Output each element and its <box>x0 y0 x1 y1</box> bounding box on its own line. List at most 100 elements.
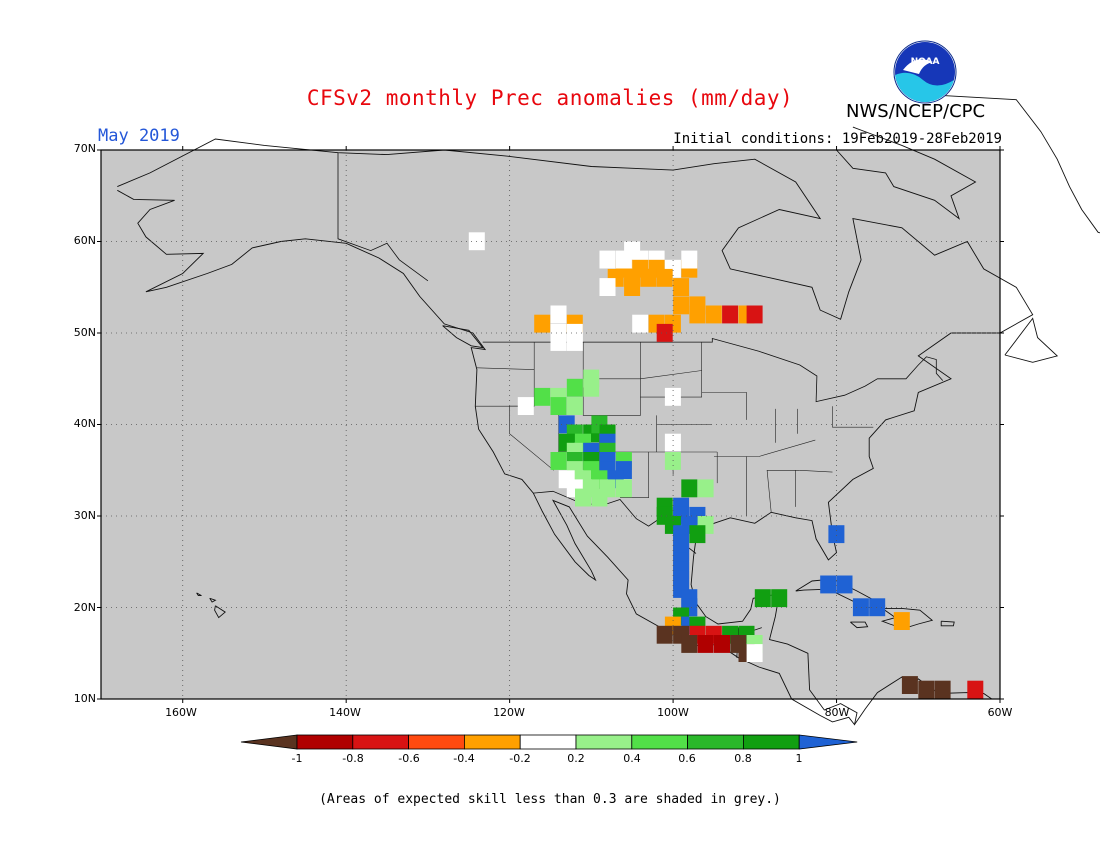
colorbar-label: -0.8 <box>342 752 364 765</box>
anomaly-cell <box>624 241 641 260</box>
anomaly-cell <box>640 268 657 287</box>
coastline-greenland <box>893 76 1100 234</box>
anomaly-cell <box>697 635 714 653</box>
anomaly-cell <box>599 250 616 269</box>
anomaly-cell <box>599 278 616 296</box>
anomaly-cell <box>681 250 698 269</box>
anomaly-cell <box>681 635 698 653</box>
anomaly-cell <box>746 305 763 324</box>
anomaly-cell <box>566 397 583 415</box>
state-boundary <box>766 470 800 513</box>
skill-footnote: (Areas of expected skill less than 0.3 a… <box>319 792 781 807</box>
anomaly-cell <box>681 479 698 498</box>
agency-label: NWS/NCEP/CPC <box>846 101 986 122</box>
coastline-north-america <box>117 138 1034 726</box>
map-background <box>101 150 1000 699</box>
colorbar-label: -0.6 <box>398 752 420 765</box>
state-boundary <box>476 367 535 370</box>
anomaly-cell <box>836 575 853 594</box>
colorbar-label: 0.6 <box>678 752 696 765</box>
coastline-hawaii-maui <box>209 597 217 603</box>
anomaly-cell <box>624 278 641 296</box>
lon-label-140w: 140W <box>329 706 361 719</box>
anomaly-cell <box>746 644 763 662</box>
coastline-newfoundland <box>1004 317 1059 363</box>
anomaly-cell <box>673 278 690 296</box>
border-alaska-canada <box>337 152 429 282</box>
anomaly-cell <box>566 378 583 397</box>
state-boundary <box>640 342 702 398</box>
anomaly-cell <box>673 296 690 315</box>
state-boundary <box>799 470 833 473</box>
anomaly-cell <box>517 397 534 415</box>
lon-label-120w: 120W <box>493 706 525 719</box>
anomaly-cell <box>934 680 951 699</box>
noaa-logo-text: NOAA <box>911 57 940 67</box>
anomaly-cell <box>918 680 935 699</box>
lat-label-50: 50N <box>73 326 96 339</box>
anomaly-cell <box>575 488 591 507</box>
anomaly-cell <box>852 598 869 617</box>
lon-label-60w: 60W <box>987 706 1013 719</box>
coastline-jamaica <box>850 621 869 629</box>
border-us-canada <box>482 337 944 403</box>
lat-label-20: 20N <box>73 601 96 614</box>
colorbar-label: -0.2 <box>509 752 531 765</box>
anomaly-cell <box>550 305 567 324</box>
coastline-baffin-island <box>836 126 977 220</box>
lat-label-40: 40N <box>73 417 96 430</box>
lat-label-60: 60N <box>73 234 96 247</box>
state-boundary <box>620 452 649 498</box>
anomaly-cell <box>566 333 583 351</box>
anomaly-cell <box>550 397 567 415</box>
map-frame <box>100 149 1001 700</box>
lat-label-30: 30N <box>73 509 96 522</box>
colorbar-label: 0.2 <box>567 752 585 765</box>
initial-conditions-label: Initial conditions: 19Feb2019-28Feb2019 <box>673 131 1002 147</box>
anomaly-cell <box>714 635 730 653</box>
anomaly-cell <box>869 598 886 617</box>
anomaly-cell <box>722 305 739 324</box>
colorbar-label: -1 <box>291 752 303 765</box>
lon-label-160w: 160W <box>165 706 197 719</box>
anomaly-cell <box>656 625 673 644</box>
anomaly-cell <box>664 387 681 406</box>
anomaly-cell <box>697 479 714 498</box>
coastline-hispaniola <box>880 607 934 629</box>
anomaly-cell <box>656 268 673 287</box>
anomaly-cell <box>591 488 608 507</box>
coastline-hawaii-big-island <box>214 605 226 619</box>
lat-label-10: 10N <box>73 692 96 705</box>
anomaly-cell <box>615 479 632 498</box>
state-boundary <box>758 439 816 457</box>
anomaly-cell <box>820 575 837 594</box>
anomaly-cell <box>664 433 681 452</box>
state-boundary <box>701 392 747 420</box>
anomaly-cell <box>534 314 551 333</box>
colorbar-label: 1 <box>795 752 803 765</box>
coastline-vancouver-island <box>442 325 484 349</box>
map-title: CFSv2 monthly Prec anomalies (mm/day) <box>306 86 794 110</box>
state-boundary <box>640 370 702 380</box>
anomaly-cell <box>754 589 771 608</box>
colorbar-label: 0.4 <box>623 752 641 765</box>
noaa-logo: NOAA <box>893 40 957 104</box>
anomaly-cell <box>893 612 910 630</box>
anomaly-cell <box>632 314 649 333</box>
anomaly-cell <box>967 680 984 699</box>
anomaly-cell <box>550 452 567 470</box>
forecast-month: May 2019 <box>98 126 180 146</box>
anomaly-cell <box>689 525 706 544</box>
anomaly-cell <box>689 305 706 324</box>
colorbar-label: 0.8 <box>734 752 752 765</box>
anomaly-cell <box>705 305 722 324</box>
colorbar-label: -0.4 <box>453 752 475 765</box>
state-boundary <box>832 406 874 428</box>
lat-label-70: 70N <box>73 142 96 155</box>
anomaly-cell <box>656 323 673 342</box>
anomaly-cell <box>901 676 918 694</box>
anomaly-cell <box>828 525 845 544</box>
coastline-puerto-rico <box>940 620 955 627</box>
anomaly-cell <box>534 387 551 406</box>
